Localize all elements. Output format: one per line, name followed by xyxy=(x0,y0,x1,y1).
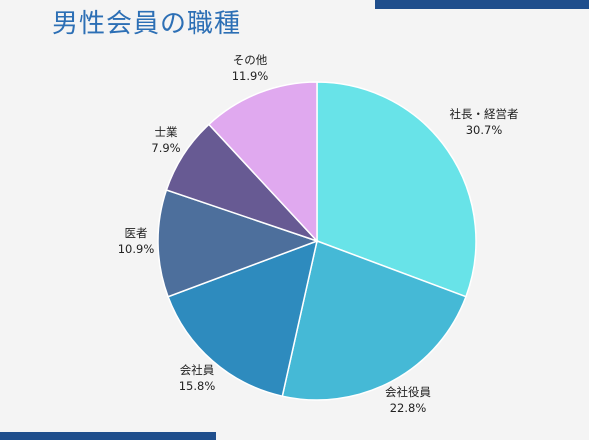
slice-category-label-0: 社長・経営者 xyxy=(450,107,519,121)
pie-slice-3 xyxy=(157,189,320,298)
pie-slice-2 xyxy=(167,239,319,398)
pie-slice-0 xyxy=(316,81,477,298)
slice-value-label-3: 10.9% xyxy=(118,242,155,256)
slice-category-label-4: 士業 xyxy=(155,125,178,139)
slice-value-label-0: 30.7% xyxy=(466,123,503,137)
slice-value-label-5: 11.9% xyxy=(232,69,269,83)
top-accent-bar xyxy=(375,0,589,9)
slice-category-label-2: 会社員 xyxy=(180,363,215,377)
slice-value-label-1: 22.8% xyxy=(390,401,427,415)
slice-value-label-4: 7.9% xyxy=(151,141,180,155)
slice-category-label-5: その他 xyxy=(233,53,268,67)
chart-title: 男性会員の職種 xyxy=(52,9,242,39)
pie-slice-1 xyxy=(281,239,467,401)
pie-slices xyxy=(157,81,477,401)
slice-category-label-3: 医者 xyxy=(125,226,148,240)
pie-slice-5 xyxy=(207,81,318,243)
pie-labels: 社長・経営者 30.7% 会社役員 22.8% 会社員 15.8% 医者 10.9% 士業 7.9… xyxy=(118,53,519,415)
bottom-accent-bar xyxy=(0,432,216,440)
slice-category-label-1: 会社役員 xyxy=(385,385,431,399)
slice-value-label-2: 15.8% xyxy=(179,379,216,393)
